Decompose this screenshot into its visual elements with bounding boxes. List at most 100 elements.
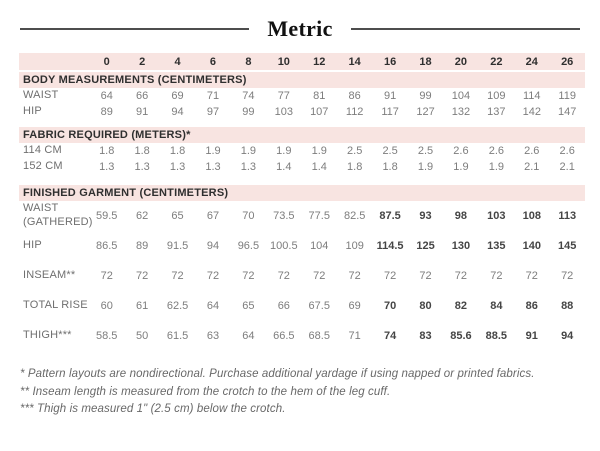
value-cell: 1.8 (347, 161, 363, 173)
value-cell: 72 (419, 270, 432, 282)
table-section: FABRIC REQUIRED (METERS)* 114 CM 1.8 1.8 1.8… (19, 127, 585, 175)
table-section: BODY MEASUREMENTS (CENTIMETERS) WAIST 64 66… (19, 72, 585, 120)
size-chart-page: Metric 0 2 4 6 8 10 12 14 16 18 20 22 24 26 BODY MEAS… (0, 16, 600, 451)
value-cell: 67.5 (308, 300, 330, 312)
value-cell: 64 (242, 330, 255, 342)
value-cell: 119 (558, 90, 576, 102)
value-cell: 77 (277, 90, 290, 102)
row-label: HIP (23, 239, 42, 252)
value-cell: 103 (487, 210, 506, 222)
footnote-line: * Pattern layouts are nondirectional. Pu… (20, 368, 535, 380)
value-cell: 113 (558, 210, 577, 222)
value-cell: 91 (383, 90, 397, 102)
value-cell: 1.9 (311, 145, 327, 157)
value-cell: 108 (522, 210, 541, 222)
value-cell: 77.5 (308, 210, 330, 222)
value-cell: 2.5 (382, 145, 398, 157)
section-header: FABRIC REQUIRED (METERS)* (19, 127, 585, 143)
value-cell: 72 (136, 270, 149, 282)
value-cell: 1.3 (134, 161, 150, 173)
section-header-label: FINISHED GARMENT (CENTIMETERS) (23, 187, 229, 199)
value-cell: 2.5 (417, 145, 434, 157)
value-cell: 68.5 (308, 330, 330, 342)
value-cell: 72 (348, 270, 361, 282)
value-cell: 50 (136, 330, 149, 342)
size-label: 24 (525, 55, 538, 68)
value-cell: 72 (171, 270, 184, 282)
value-cell: 2.1 (559, 161, 575, 173)
value-cell: 72 (242, 270, 255, 282)
value-cell: 80 (419, 300, 432, 312)
table-row: INSEAM** 72 72 72 72 72 72 72 72 72 72 72 72 72 72 (19, 261, 585, 291)
value-cell: 104 (451, 90, 471, 102)
value-cell: 70 (383, 300, 397, 312)
value-cell: 1.4 (276, 161, 292, 173)
value-cell: 93 (419, 210, 432, 222)
title-rule-right (350, 28, 580, 30)
value-cell: 62 (136, 210, 149, 222)
value-cell: 99 (419, 90, 432, 102)
value-cell: 66 (136, 90, 149, 102)
value-cell: 96.5 (237, 240, 260, 252)
row-label: TOTAL RISE (23, 299, 88, 312)
size-label: 20 (454, 55, 468, 68)
value-cell: 61 (136, 300, 149, 312)
value-cell: 67 (206, 210, 220, 222)
value-cell: 87.5 (379, 210, 401, 222)
value-cell: 1.4 (311, 161, 327, 173)
value-cell: 127 (416, 106, 435, 118)
value-cell: 1.8 (134, 145, 150, 157)
size-label: 12 (313, 55, 326, 68)
value-cell: 72 (454, 270, 468, 282)
table-row: THIGH*** 58.5 50 61.5 63 64 66.5 68.5 71 74 83 85.6… (19, 321, 585, 351)
value-cell: 63 (206, 330, 220, 342)
value-cell: 1.9 (205, 145, 221, 157)
size-label: 16 (383, 55, 397, 68)
value-cell: 71 (348, 330, 361, 342)
row-label: THIGH*** (23, 329, 72, 342)
value-cell: 85.6 (450, 330, 472, 342)
value-cell: 2.1 (524, 161, 540, 173)
value-cell: 125 (416, 240, 435, 252)
value-cell: 1.3 (205, 161, 221, 173)
value-cell: 64 (206, 300, 220, 312)
size-label: 2 (139, 55, 146, 68)
value-cell: 1.3 (240, 161, 257, 173)
page-header: Metric (20, 16, 580, 42)
size-label: 10 (277, 55, 290, 68)
value-cell: 142 (522, 106, 541, 118)
value-cell: 72 (313, 270, 326, 282)
table-row: TOTAL RISE 60 61 62.5 64 65 66 67.5 69 70 80 82 84 86… (19, 291, 585, 321)
size-label: 14 (348, 55, 361, 68)
footnote-line: *** Thigh is measured 1" (2.5 cm) below … (20, 403, 286, 415)
size-table: 0 2 4 6 8 10 12 14 16 18 20 22 24 26 BODY MEASUREMENT… (19, 53, 585, 351)
value-cell: 100.5 (270, 240, 298, 252)
value-cell: 86.5 (96, 240, 118, 252)
value-cell: 74 (242, 90, 255, 102)
footnote-line: ** Inseam length is measured from the cr… (20, 385, 391, 398)
size-label: 0 (103, 55, 110, 68)
value-cell: 140 (522, 240, 541, 252)
value-cell: 2.5 (347, 145, 363, 157)
value-cell: 97 (206, 106, 220, 118)
size-label: 18 (419, 55, 432, 68)
value-cell: 91 (525, 330, 538, 342)
value-cell: 81 (313, 90, 326, 102)
footnotes: * Pattern layouts are nondirectional. Pu… (20, 366, 580, 419)
table-row: HIP 86.5 89 91.5 94 96.5 100.5 104 109 114.5 125 13… (19, 231, 585, 261)
row-label: WAIST (GATHERED) (23, 202, 93, 228)
value-cell: 117 (381, 106, 399, 118)
value-cell: 94 (171, 106, 184, 118)
value-cell: 104 (310, 240, 329, 252)
value-cell: 103 (274, 106, 293, 118)
value-cell: 147 (558, 106, 577, 118)
value-cell: 74 (383, 330, 397, 342)
value-cell: 72 (490, 270, 503, 282)
table-sections: BODY MEASUREMENTS (CENTIMETERS) WAIST 64 66… (19, 72, 585, 351)
value-cell: 70 (242, 210, 255, 222)
value-cell: 58.5 (96, 330, 118, 342)
value-cell: 82 (454, 300, 468, 312)
table-row: HIP 89 91 94 97 99 103 107 112 117 127 132 137 142 147 (19, 104, 585, 120)
table-section: FINISHED GARMENT (CENTIMETERS) WAIST (GAT… (19, 185, 585, 351)
section-header-label: BODY MEASUREMENTS (CENTIMETERS) (23, 74, 247, 86)
